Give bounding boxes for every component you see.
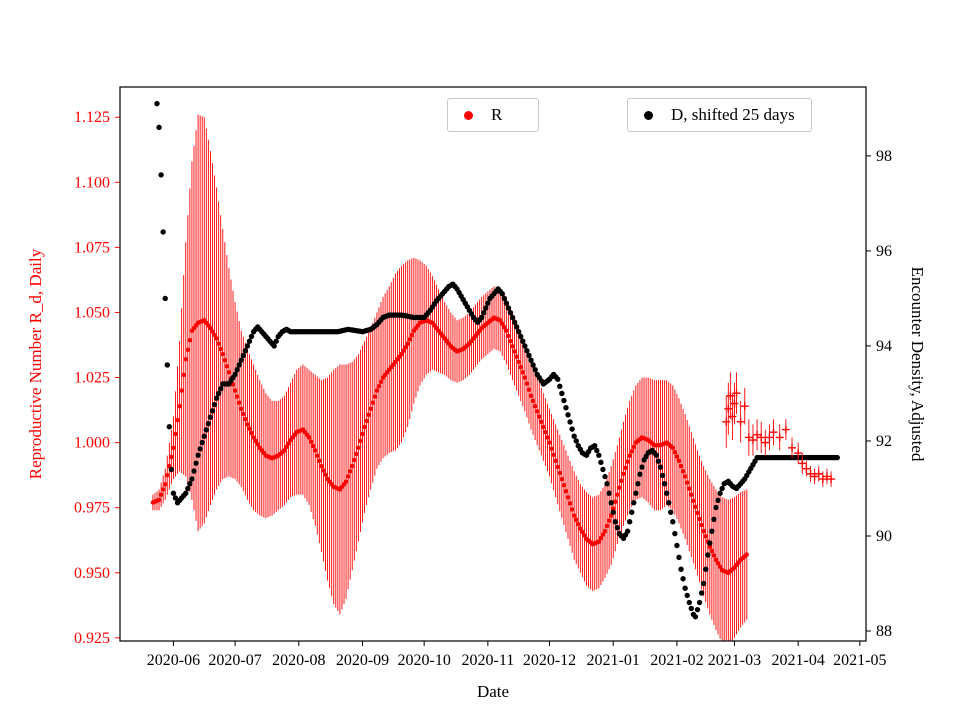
d-series-marker-icon [644, 110, 653, 120]
svg-text:96: 96 [876, 243, 892, 260]
legend-r: R [447, 98, 539, 132]
svg-text:1.000: 1.000 [74, 435, 110, 452]
svg-text:2020-08: 2020-08 [272, 652, 325, 669]
svg-text:1.050: 1.050 [74, 304, 110, 321]
legend-d-label: D, shifted 25 days [671, 105, 795, 124]
x-axis-label: Date [476, 682, 510, 701]
legend-r-label: R [491, 105, 503, 124]
svg-text:1.075: 1.075 [74, 239, 110, 256]
svg-text:2021-01: 2021-01 [587, 652, 640, 669]
svg-text:0.925: 0.925 [74, 630, 110, 647]
svg-text:2020-09: 2020-09 [336, 652, 389, 669]
svg-text:0.950: 0.950 [74, 565, 110, 582]
svg-text:2021-03: 2021-03 [708, 652, 761, 669]
svg-text:2021-04: 2021-04 [772, 652, 825, 669]
svg-text:92: 92 [876, 433, 892, 450]
svg-text:2020-06: 2020-06 [147, 652, 200, 669]
svg-text:2021-05: 2021-05 [833, 652, 886, 669]
legend-d: D, shifted 25 days [627, 98, 812, 132]
svg-text:98: 98 [876, 148, 892, 165]
y-axis-label-right: Encounter Density, Adjusted [908, 266, 927, 462]
y-axis-label-left: Reproductive Number R_d, Daily [26, 248, 45, 480]
svg-text:0.975: 0.975 [74, 500, 110, 517]
r-series-marker-icon [464, 110, 473, 120]
svg-text:2020-11: 2020-11 [461, 652, 514, 669]
svg-text:1.100: 1.100 [74, 174, 110, 191]
svg-text:1.025: 1.025 [74, 370, 110, 387]
svg-text:88: 88 [876, 623, 892, 640]
svg-text:2020-10: 2020-10 [397, 652, 450, 669]
svg-text:94: 94 [876, 338, 892, 355]
svg-text:2020-07: 2020-07 [208, 652, 261, 669]
svg-text:90: 90 [876, 528, 892, 545]
svg-text:1.125: 1.125 [74, 109, 110, 126]
svg-text:2020-12: 2020-12 [523, 652, 576, 669]
svg-text:2021-02: 2021-02 [650, 652, 703, 669]
